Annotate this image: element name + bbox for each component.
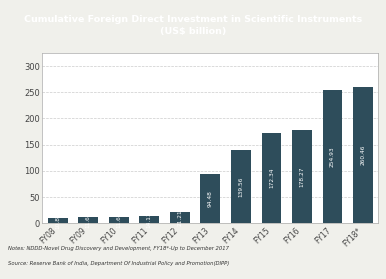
Text: 10.81: 10.81 <box>55 212 60 229</box>
Text: Notes: NDDD-Novel Drug Discovery and Development, FY18*-Up to December 2017: Notes: NDDD-Novel Drug Discovery and Dev… <box>8 246 229 251</box>
Bar <box>109 217 129 223</box>
Bar <box>170 212 190 223</box>
Bar <box>139 216 159 223</box>
Bar <box>292 130 312 223</box>
Bar <box>353 87 373 223</box>
Text: Source: Reserve Bank of India, Department Of Industrial Policy and Promotion(DIP: Source: Reserve Bank of India, Departmen… <box>8 261 229 266</box>
Text: Cumulative Foreign Direct Investment in Scientific Instruments
(US$ billion): Cumulative Foreign Direct Investment in … <box>24 15 362 35</box>
Bar <box>261 133 281 223</box>
Text: 260.46: 260.46 <box>361 145 366 165</box>
Bar <box>323 90 342 223</box>
Bar <box>231 150 251 223</box>
Text: 178.27: 178.27 <box>300 166 305 187</box>
Text: 172.34: 172.34 <box>269 168 274 188</box>
Bar <box>200 174 220 223</box>
Text: 254.93: 254.93 <box>330 146 335 167</box>
Bar <box>48 218 68 223</box>
Text: 14.13: 14.13 <box>147 211 152 228</box>
Text: 11.64: 11.64 <box>116 212 121 229</box>
Text: 139.56: 139.56 <box>239 177 244 197</box>
Text: 11.64: 11.64 <box>86 212 91 229</box>
Bar <box>78 217 98 223</box>
Text: 94.48: 94.48 <box>208 190 213 207</box>
Text: 21.21: 21.21 <box>177 209 182 226</box>
